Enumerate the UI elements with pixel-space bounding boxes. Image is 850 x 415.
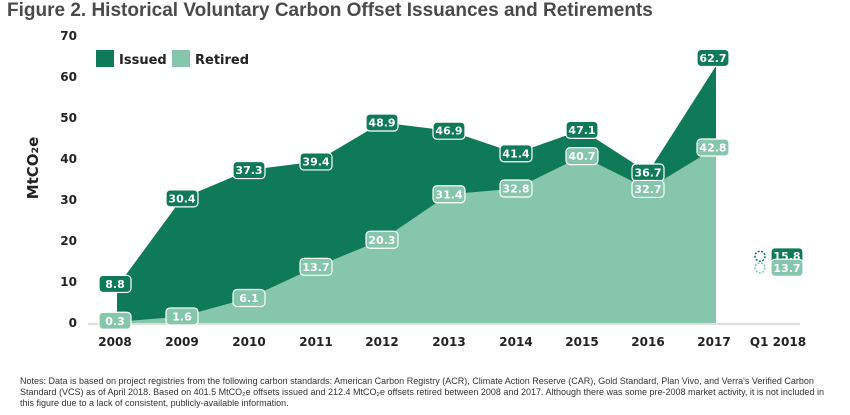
figure-notes: Notes: Data is based on project registri… xyxy=(20,376,824,408)
retired-data-label-box xyxy=(98,311,132,330)
retired-data-label-box xyxy=(696,138,730,157)
issued-data-label: 62.7 xyxy=(699,52,726,65)
retired-data-label: 32.8 xyxy=(502,183,529,196)
y-tick-label: 0 xyxy=(69,316,77,330)
issued-data-label: 36.7 xyxy=(634,167,661,180)
issued-data-label-box xyxy=(565,120,599,139)
retired-data-label: 31.4 xyxy=(435,188,462,201)
retired-data-label-box xyxy=(299,257,333,276)
issued-data-label-box xyxy=(232,160,266,180)
retired-data-label-box xyxy=(631,179,665,199)
x-tick-label: 2011 xyxy=(299,335,332,349)
retired-data-label-box xyxy=(165,307,199,326)
y-tick-label: 70 xyxy=(60,29,77,43)
q1-retired-data-label: 13.7 xyxy=(773,262,800,275)
y-tick-label: 40 xyxy=(60,152,77,166)
issued-data-label: 8.8 xyxy=(105,278,125,291)
retired-data-label: 40.7 xyxy=(568,150,595,163)
x-tick-label: 2017 xyxy=(697,335,730,349)
retired-data-label-box xyxy=(232,288,266,308)
retired-data-label: 20.3 xyxy=(368,234,395,247)
x-tick-label: Q1 2018 xyxy=(750,335,806,349)
retired-data-label: 6.1 xyxy=(239,292,259,305)
y-tick-label: 10 xyxy=(60,275,77,289)
issued-data-label-box xyxy=(365,113,399,132)
retired-data-label: 1.6 xyxy=(172,310,192,323)
issued-data-label-box xyxy=(165,189,199,208)
issued-data-label-box xyxy=(299,152,333,171)
legend-issued-swatch xyxy=(96,50,114,67)
q1-retired-data-label-box xyxy=(770,258,804,277)
legend-retired-swatch xyxy=(172,50,190,67)
issued-data-label-box xyxy=(432,121,466,140)
x-tick-label: 2015 xyxy=(565,335,598,349)
issued-data-label-box xyxy=(98,274,132,294)
issued-data-label: 39.4 xyxy=(302,155,329,168)
issued-data-label: 48.9 xyxy=(368,117,395,130)
retired-data-label-box xyxy=(365,230,399,249)
y-tick-label: 20 xyxy=(60,234,77,248)
issued-data-label: 41.4 xyxy=(502,147,529,160)
issued-data-label: 30.4 xyxy=(168,192,195,205)
x-tick-label: 2014 xyxy=(499,335,532,349)
issued-data-label-box xyxy=(499,144,533,163)
x-tick-label: 2013 xyxy=(432,335,465,349)
series-retired-area xyxy=(117,147,716,323)
issued-data-label-box xyxy=(696,48,730,68)
y-axis-title: MtCO₂e xyxy=(24,137,42,200)
y-tick-label: 30 xyxy=(60,193,77,207)
issued-data-label: 47.1 xyxy=(568,124,595,137)
x-tick-label: 2012 xyxy=(365,335,398,349)
legend-issued-label: Issued xyxy=(119,53,167,68)
retired-data-label: 32.7 xyxy=(634,183,661,196)
retired-data-label-box xyxy=(499,179,533,198)
retired-data-label: 13.7 xyxy=(302,261,329,274)
y-tick-label: 60 xyxy=(60,70,77,84)
retired-data-label-box xyxy=(432,185,466,204)
legend-retired-label: Retired xyxy=(195,53,249,68)
figure-title: Figure 2. Historical Voluntary Carbon Of… xyxy=(7,0,653,21)
q1-retired-marker xyxy=(754,262,766,274)
x-tick-label: 2016 xyxy=(631,335,664,349)
x-tick-label: 2008 xyxy=(98,335,131,349)
retired-data-label: 0.3 xyxy=(105,315,125,328)
retired-data-label-box xyxy=(565,147,599,166)
issued-data-label: 37.3 xyxy=(235,164,262,177)
x-tick-label: 2010 xyxy=(232,335,265,349)
x-tick-label: 2009 xyxy=(165,335,198,349)
y-tick-label: 50 xyxy=(60,111,77,125)
q1-issued-marker xyxy=(754,250,766,262)
retired-data-label: 42.8 xyxy=(699,142,726,155)
issued-data-label: 46.9 xyxy=(435,125,462,138)
